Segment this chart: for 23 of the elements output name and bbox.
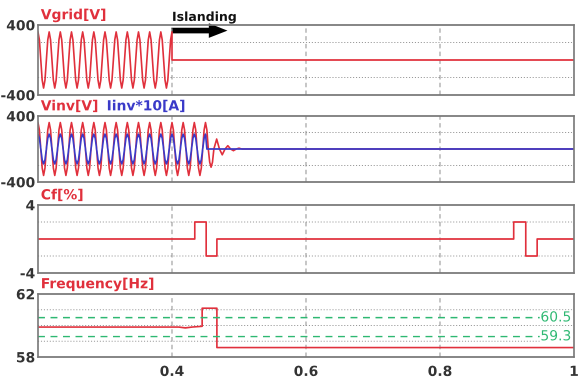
y-tick-label: 58 — [16, 352, 34, 362]
y-tick-label: -400 — [1, 176, 35, 188]
x-tick-label: 0.4 — [160, 366, 184, 376]
series-label: Vinv[V] — [40, 100, 98, 112]
x-tick-label: 0.6 — [294, 366, 318, 376]
y-tick-label: -4 — [20, 268, 35, 278]
ref-line-label: 59.3 — [541, 330, 570, 341]
line-series — [38, 307, 574, 348]
y-tick-label: -400 — [1, 90, 35, 100]
line-series — [38, 31, 574, 89]
y-tick-label: 62 — [16, 288, 34, 300]
ref-line-label: 60.5 — [541, 311, 570, 322]
y-tick-label: 400 — [6, 110, 35, 122]
chart-title: Vgrid[V] — [40, 8, 106, 22]
y-tick-label: 4 — [26, 200, 35, 210]
chart-title: Cf[%] — [41, 188, 82, 202]
series-label: Iinv*10[A] — [108, 100, 184, 112]
line-series — [38, 133, 574, 165]
y-tick-label: 400 — [6, 20, 35, 30]
x-tick-label: 0.8 — [428, 366, 452, 376]
text: Islanding — [173, 11, 236, 24]
x-tick-label: 1 — [570, 366, 578, 376]
chart-title: Frequency[Hz] — [42, 278, 154, 292]
